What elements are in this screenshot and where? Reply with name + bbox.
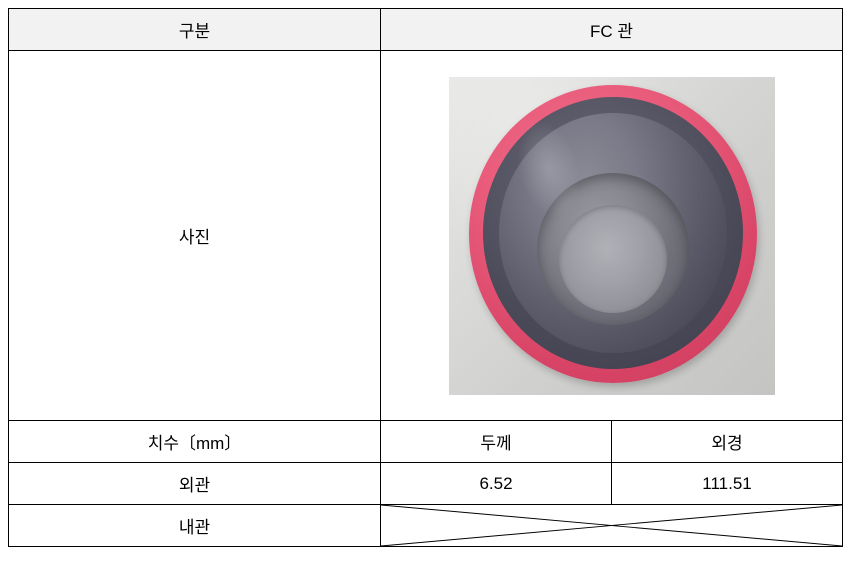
photo-label: 사진 (9, 51, 381, 421)
dimension-label: 치수〔mm〕 (9, 421, 381, 463)
outer-pipe-diameter: 111.51 (612, 463, 843, 505)
inner-pipe-row: 내관 (9, 505, 843, 547)
pipe-photo (449, 77, 775, 395)
inner-pipe-crossed-cell (381, 505, 843, 547)
photo-cell (381, 51, 843, 421)
header-row: 구분 FC 관 (9, 9, 843, 51)
cross-icon (381, 505, 842, 546)
spec-table: 구분 FC 관 사진 치수〔mm〕 두께 외경 외관 6.52 111.51 (8, 8, 843, 547)
pipe-ring-floor (559, 205, 667, 313)
header-fc-pipe: FC 관 (381, 9, 843, 51)
outer-pipe-label: 외관 (9, 463, 381, 505)
outer-pipe-thickness: 6.52 (381, 463, 612, 505)
dimension-thickness-header: 두께 (381, 421, 612, 463)
dimension-diameter-header: 외경 (612, 421, 843, 463)
photo-container (393, 63, 830, 408)
photo-row: 사진 (9, 51, 843, 421)
header-category: 구분 (9, 9, 381, 51)
outer-pipe-row: 외관 6.52 111.51 (9, 463, 843, 505)
inner-pipe-label: 내관 (9, 505, 381, 547)
dimension-header-row: 치수〔mm〕 두께 외경 (9, 421, 843, 463)
